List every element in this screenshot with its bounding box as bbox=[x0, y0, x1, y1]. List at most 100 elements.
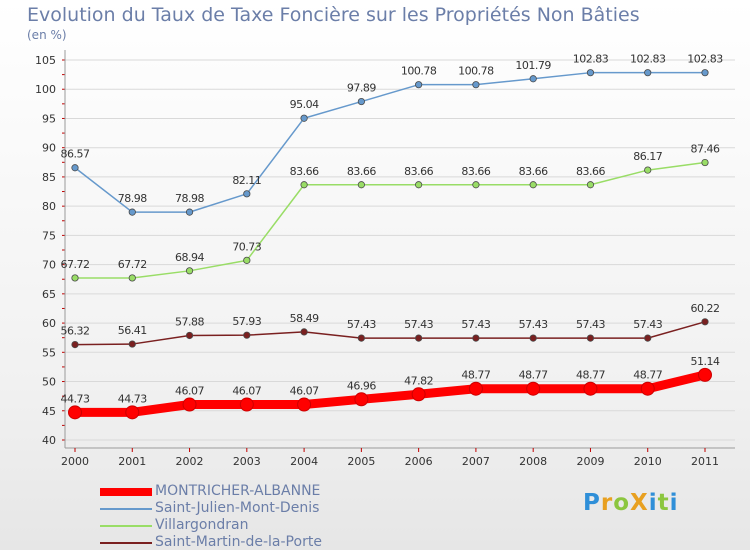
y-tick-label: 60 bbox=[42, 317, 56, 330]
data-label: 70.73 bbox=[232, 240, 261, 253]
data-point bbox=[526, 381, 541, 396]
data-label: 57.43 bbox=[347, 318, 376, 331]
series-line bbox=[74, 71, 706, 213]
series-line bbox=[74, 161, 706, 279]
data-point bbox=[701, 158, 709, 167]
data-label: 57.43 bbox=[576, 318, 605, 331]
data-point bbox=[68, 405, 82, 420]
data-label: 46.07 bbox=[175, 385, 204, 398]
data-point bbox=[472, 81, 480, 89]
data-label: 44.73 bbox=[61, 392, 90, 405]
data-point bbox=[71, 164, 79, 172]
data-label: 102.83 bbox=[687, 53, 723, 66]
logo-letter: o bbox=[613, 490, 631, 516]
y-tick-label: 90 bbox=[42, 142, 56, 155]
data-point bbox=[415, 334, 423, 342]
x-tick-label: 2004 bbox=[290, 455, 318, 468]
data-label: 83.66 bbox=[461, 165, 490, 178]
data-label: 67.72 bbox=[118, 258, 147, 271]
y-tick-label: 80 bbox=[42, 200, 56, 213]
data-point bbox=[472, 334, 480, 342]
data-point bbox=[128, 274, 136, 282]
data-label: 78.98 bbox=[175, 192, 204, 205]
data-point bbox=[357, 334, 365, 342]
data-label: 83.66 bbox=[576, 165, 605, 178]
legend-label: Villargondran bbox=[155, 517, 249, 533]
data-label: 57.43 bbox=[461, 318, 490, 331]
data-point bbox=[354, 392, 369, 407]
y-tick-label: 85 bbox=[42, 171, 56, 184]
data-point bbox=[415, 181, 423, 189]
data-label: 97.89 bbox=[347, 82, 376, 95]
axes: 40 45 50 55 60 65 70 75 80 85 90 95 100 105 2000 2001 20… bbox=[35, 50, 735, 468]
data-point bbox=[411, 387, 426, 402]
data-point bbox=[644, 166, 652, 174]
x-tick-label: 2011 bbox=[691, 455, 719, 468]
data-label: 60.22 bbox=[691, 302, 720, 315]
data-point bbox=[357, 181, 365, 189]
data-point bbox=[300, 181, 308, 189]
chart-title: Evolution du Taux de Taxe Foncière sur l… bbox=[27, 4, 640, 26]
logo-letter: t bbox=[657, 490, 670, 516]
data-point bbox=[243, 331, 251, 339]
data-label: 46.96 bbox=[347, 379, 376, 392]
data-point bbox=[698, 367, 712, 382]
data-point bbox=[529, 181, 537, 189]
data-label: 56.41 bbox=[118, 324, 147, 337]
data-label: 57.88 bbox=[175, 315, 204, 328]
data-point bbox=[357, 97, 365, 106]
series-line bbox=[70, 370, 710, 417]
x-tick-label: 2009 bbox=[576, 455, 604, 468]
y-tick-label: 75 bbox=[42, 229, 56, 242]
y-tick-label: 40 bbox=[42, 434, 56, 447]
data-point bbox=[644, 334, 652, 342]
logo-letter: i bbox=[648, 490, 658, 516]
y-tick-label: 50 bbox=[42, 376, 56, 389]
legend-label: Saint-Martin-de-la-Porte bbox=[155, 534, 322, 550]
data-label: 58.49 bbox=[290, 312, 319, 325]
data-point bbox=[701, 318, 709, 326]
data-point bbox=[644, 69, 652, 77]
legend-swatch bbox=[100, 525, 152, 527]
data-point bbox=[701, 69, 709, 77]
data-point bbox=[529, 334, 537, 342]
data-point bbox=[300, 114, 308, 122]
y-tick-label: 100 bbox=[35, 83, 56, 96]
y-tick-label: 65 bbox=[42, 288, 56, 301]
chart-subtitle: (en %) bbox=[27, 28, 67, 42]
y-tick-label: 55 bbox=[42, 346, 56, 359]
data-label: 57.43 bbox=[404, 318, 433, 331]
data-point bbox=[182, 397, 197, 412]
data-point bbox=[71, 340, 79, 349]
data-label: 83.66 bbox=[347, 165, 376, 178]
data-point bbox=[586, 334, 595, 342]
data-label: 67.72 bbox=[61, 258, 90, 271]
data-point bbox=[125, 405, 140, 420]
data-label: 48.77 bbox=[461, 369, 490, 382]
legend-swatch bbox=[100, 508, 152, 510]
x-tick-label: 2003 bbox=[233, 455, 261, 468]
x-tick-label: 2001 bbox=[118, 455, 146, 468]
data-point bbox=[583, 381, 598, 396]
x-tick-label: 2000 bbox=[61, 455, 89, 468]
data-point bbox=[529, 75, 537, 83]
y-tick-label: 105 bbox=[35, 54, 56, 67]
data-label: 100.78 bbox=[458, 65, 494, 78]
logo-letter: r bbox=[600, 490, 614, 516]
data-label: 57.43 bbox=[633, 318, 662, 331]
series-lines bbox=[68, 69, 712, 420]
data-label: 48.77 bbox=[519, 369, 548, 382]
series-line bbox=[74, 321, 706, 346]
data-point bbox=[586, 69, 595, 77]
data-label: 44.73 bbox=[118, 392, 147, 405]
data-labels: 56.32 56.41 57.88 57.93 58.49 57.43 57.43 57.43… bbox=[61, 53, 724, 406]
legend-label: Saint-Julien-Mont-Denis bbox=[155, 500, 320, 516]
data-label: 86.17 bbox=[633, 150, 662, 163]
data-point bbox=[243, 256, 251, 264]
data-point bbox=[185, 267, 194, 275]
legend-swatch bbox=[100, 542, 152, 544]
data-point bbox=[128, 208, 136, 216]
y-tick-label: 70 bbox=[42, 259, 56, 272]
data-point bbox=[300, 328, 308, 336]
proxiti-logo: ProXiti bbox=[583, 490, 679, 516]
